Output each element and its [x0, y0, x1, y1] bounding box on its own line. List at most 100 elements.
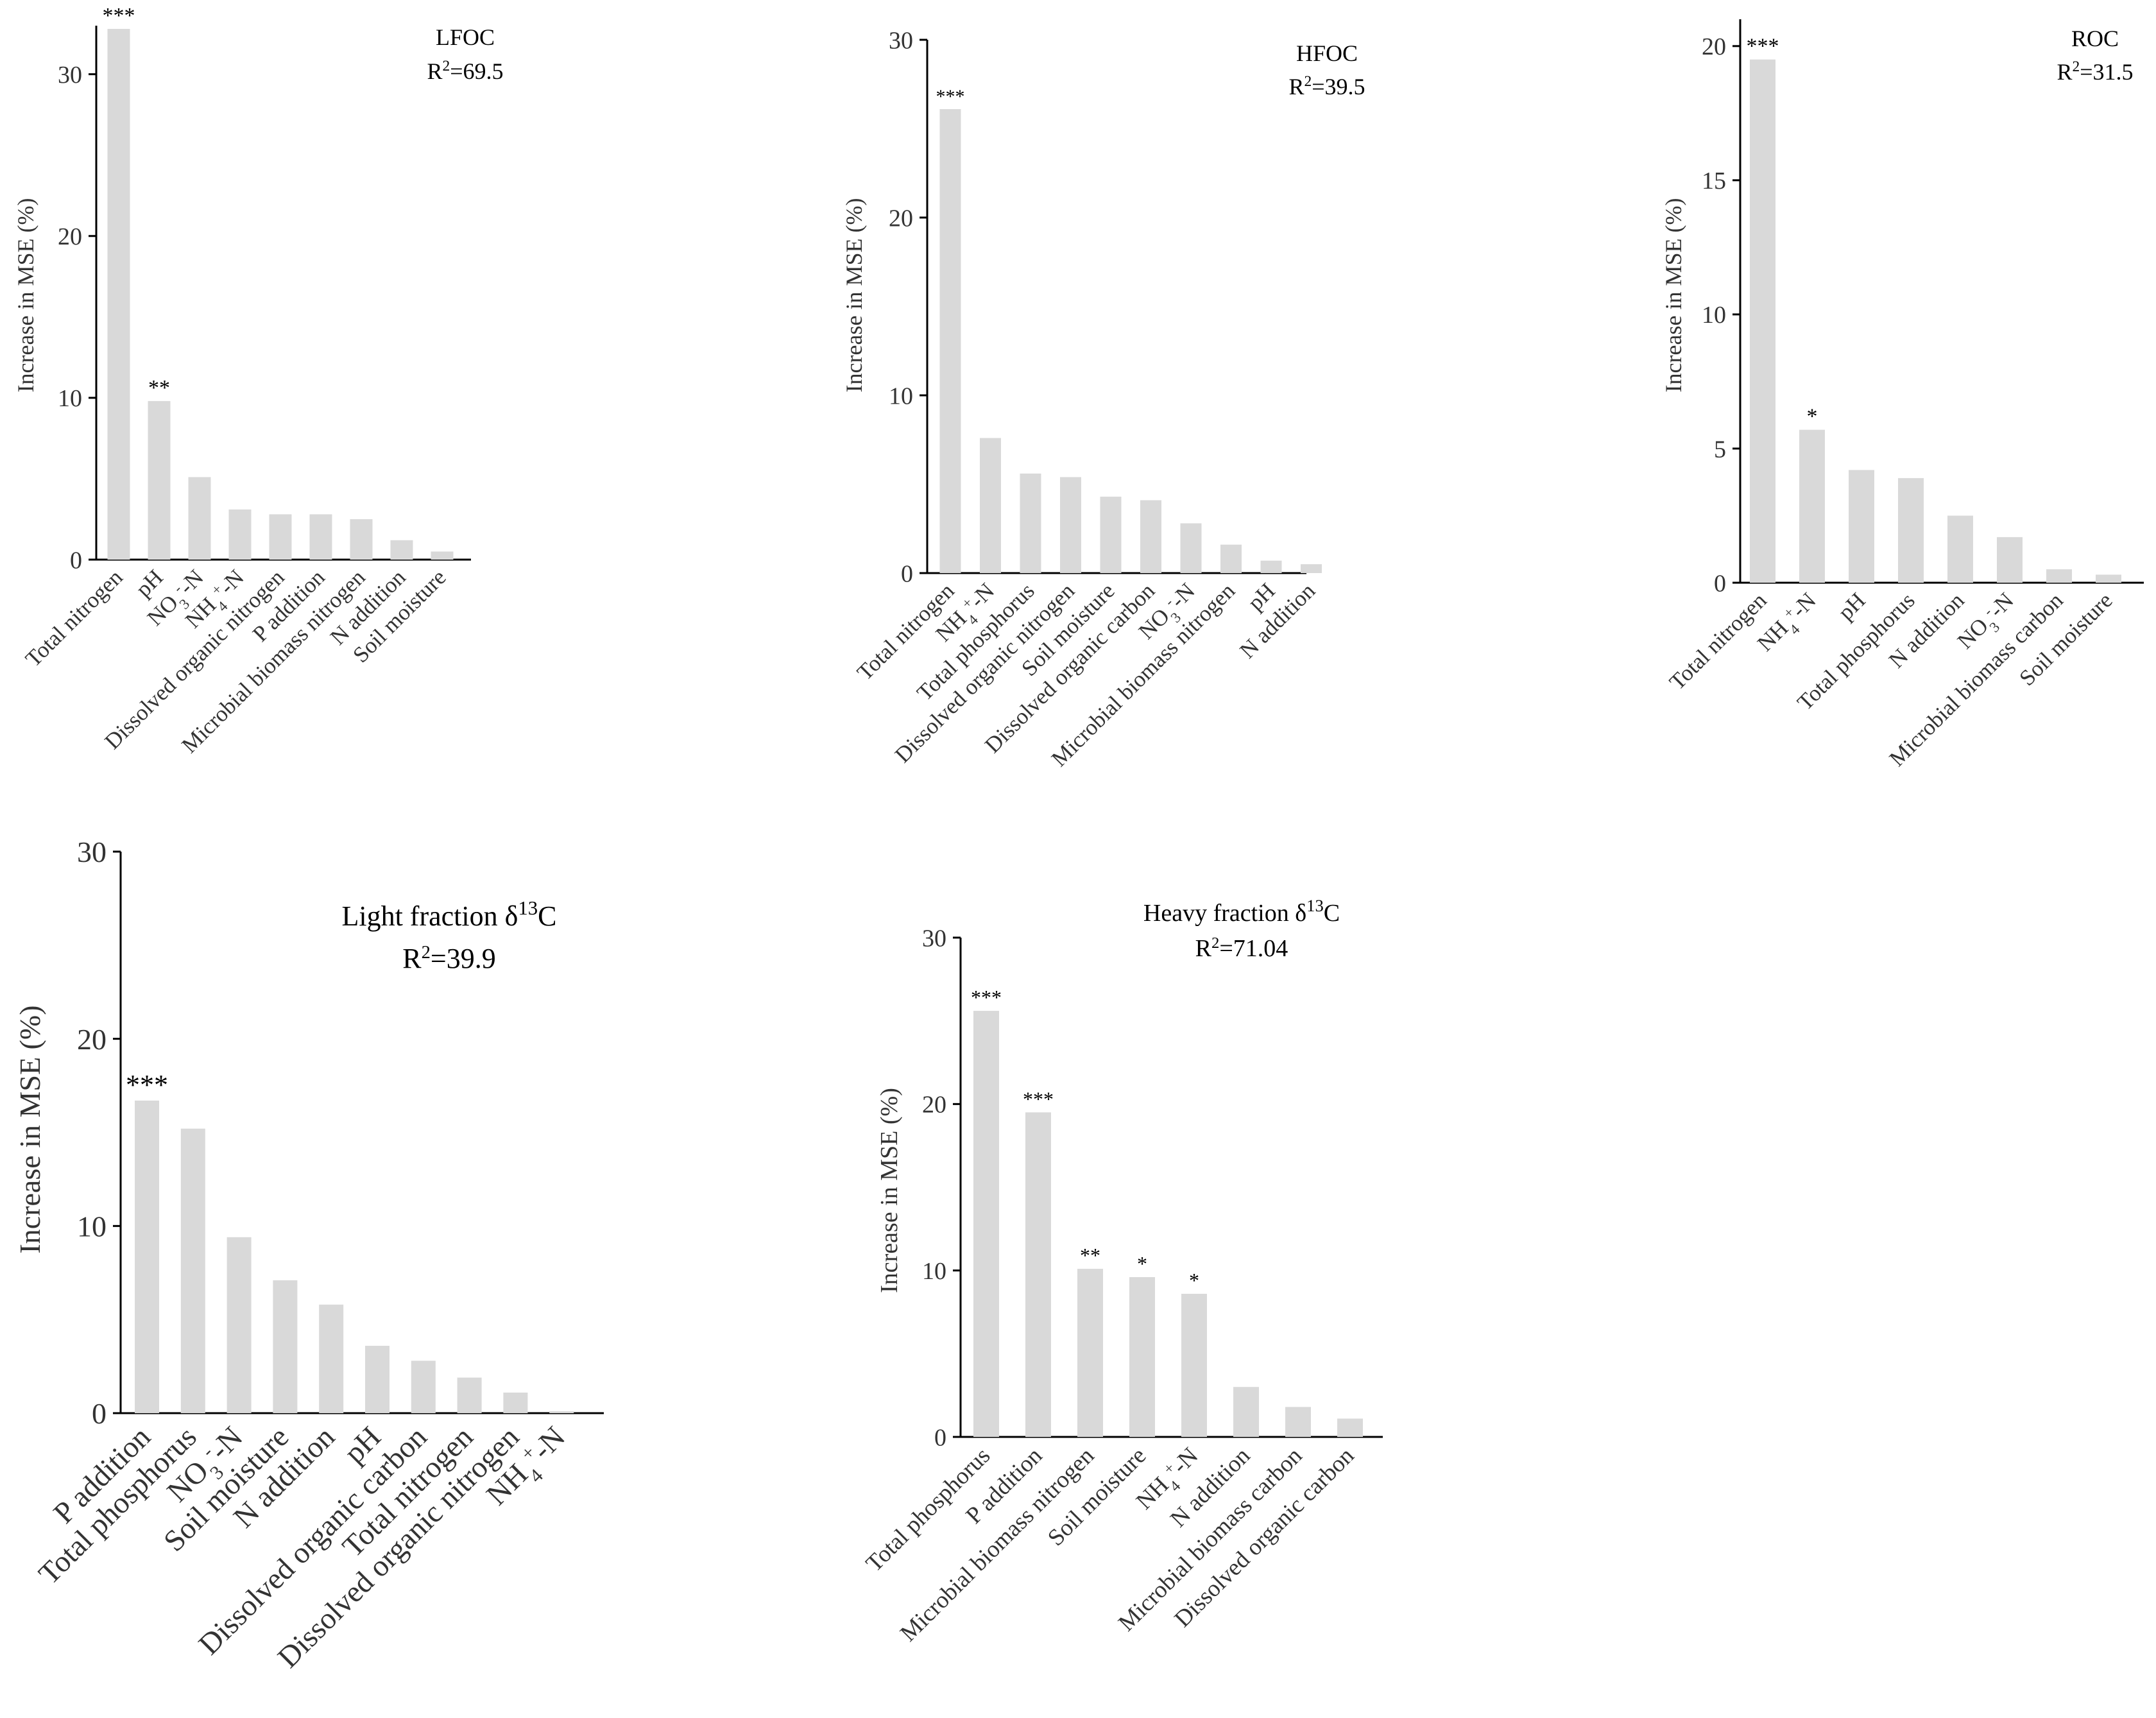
bar	[319, 1304, 344, 1413]
y-axis-label: Increase in MSE (%)	[13, 1005, 46, 1253]
bar	[1060, 477, 1081, 573]
y-tick-label: 30	[77, 836, 107, 868]
bar	[549, 1411, 574, 1413]
bar	[1849, 470, 1874, 583]
bar	[1997, 537, 2023, 583]
y-tick-label: 20	[889, 205, 913, 232]
bar	[973, 1011, 999, 1437]
significance-label: ***	[1747, 35, 1779, 58]
y-axis-label: Increase in MSE (%)	[1661, 198, 1686, 393]
r-squared-label: R2=31.5	[2057, 58, 2133, 85]
y-tick-label: 20	[58, 223, 82, 250]
bar	[411, 1361, 436, 1413]
bar	[180, 1128, 205, 1413]
bar	[269, 514, 292, 560]
y-tick-label: 10	[922, 1258, 946, 1285]
chart-title: Light fraction δ13C	[341, 897, 556, 932]
y-tick-label: 20	[922, 1092, 946, 1119]
x-tick-label: N addition	[1235, 578, 1320, 664]
bar	[135, 1100, 159, 1413]
y-tick-label: 10	[58, 385, 82, 412]
significance-label: ***	[971, 986, 1002, 1009]
y-tick-label: 0	[1714, 570, 1726, 597]
bar	[1337, 1418, 1363, 1437]
bar	[1947, 515, 1973, 583]
y-tick-label: 30	[58, 62, 82, 89]
bar	[980, 438, 1001, 573]
bar	[1220, 544, 1242, 573]
r-squared-label: R2=39.5	[1288, 73, 1365, 99]
bar	[107, 29, 130, 560]
significance-label: *	[1807, 405, 1818, 429]
bar	[309, 514, 332, 560]
chart-title: ROC	[2071, 26, 2119, 51]
bar	[1301, 564, 1322, 573]
significance-label: *	[1189, 1269, 1199, 1292]
chart-title: Heavy fraction δ13C	[1143, 896, 1340, 927]
y-tick-label: 5	[1714, 436, 1726, 463]
significance-label: ***	[126, 1069, 168, 1101]
significance-label: **	[1080, 1244, 1100, 1267]
r-squared-label: R2=69.5	[427, 58, 503, 84]
y-tick-label: 10	[1702, 302, 1726, 329]
significance-label: **	[148, 376, 170, 400]
bar	[457, 1377, 482, 1413]
y-tick-label: 20	[1702, 33, 1726, 60]
r-squared-label: R2=71.04	[1195, 934, 1288, 963]
bar	[1181, 1293, 1207, 1437]
bar	[227, 1237, 252, 1413]
bar	[1077, 1269, 1103, 1437]
bar	[431, 551, 454, 560]
bar	[2046, 569, 2072, 583]
y-tick-label: 30	[922, 925, 946, 952]
y-tick-label: 0	[901, 560, 913, 587]
bar	[2096, 574, 2121, 583]
bar	[365, 1346, 389, 1413]
chart-title: LFOC	[436, 24, 495, 50]
y-axis-label: Increase in MSE (%)	[13, 198, 38, 393]
y-tick-label: 10	[77, 1210, 107, 1242]
x-tick-label: pH	[1833, 588, 1870, 625]
bar	[1285, 1407, 1311, 1437]
y-axis-label: Increase in MSE (%)	[876, 1088, 903, 1293]
bar	[1025, 1112, 1051, 1437]
bar	[1799, 429, 1825, 583]
bar	[1898, 477, 1924, 583]
y-tick-label: 20	[77, 1023, 107, 1056]
significance-label: ***	[936, 86, 965, 107]
r-squared-label: R2=39.9	[402, 943, 495, 975]
chart-panel-lfoc: 0 10 20 30 Increase in MSE (%) *** Total nitro…	[13, 4, 504, 758]
bar	[1140, 500, 1161, 573]
bar	[188, 477, 211, 560]
bar	[1233, 1387, 1259, 1437]
significance-label: ***	[1023, 1087, 1054, 1110]
bar	[503, 1392, 528, 1413]
bar	[1100, 496, 1122, 573]
significance-label: ***	[103, 4, 135, 28]
bar	[1750, 59, 1775, 583]
y-tick-label: 30	[889, 27, 913, 54]
bar	[350, 519, 373, 560]
bar	[1260, 560, 1282, 573]
bar	[1129, 1277, 1155, 1437]
bar	[148, 400, 171, 560]
bar	[390, 540, 413, 560]
chart-title: HFOC	[1296, 40, 1358, 66]
y-axis-label: Increase in MSE (%)	[841, 198, 867, 393]
y-tick-label: 0	[92, 1397, 107, 1430]
x-tick-label: Total nitrogen	[21, 565, 128, 672]
bar	[273, 1280, 298, 1413]
bar	[1020, 473, 1041, 573]
bar	[1180, 523, 1202, 573]
significance-label: *	[1137, 1252, 1147, 1275]
y-tick-label: 0	[934, 1424, 946, 1451]
y-tick-label: 15	[1702, 168, 1726, 194]
y-tick-label: 0	[70, 547, 82, 574]
y-tick-label: 10	[889, 382, 913, 409]
bar	[939, 109, 961, 573]
